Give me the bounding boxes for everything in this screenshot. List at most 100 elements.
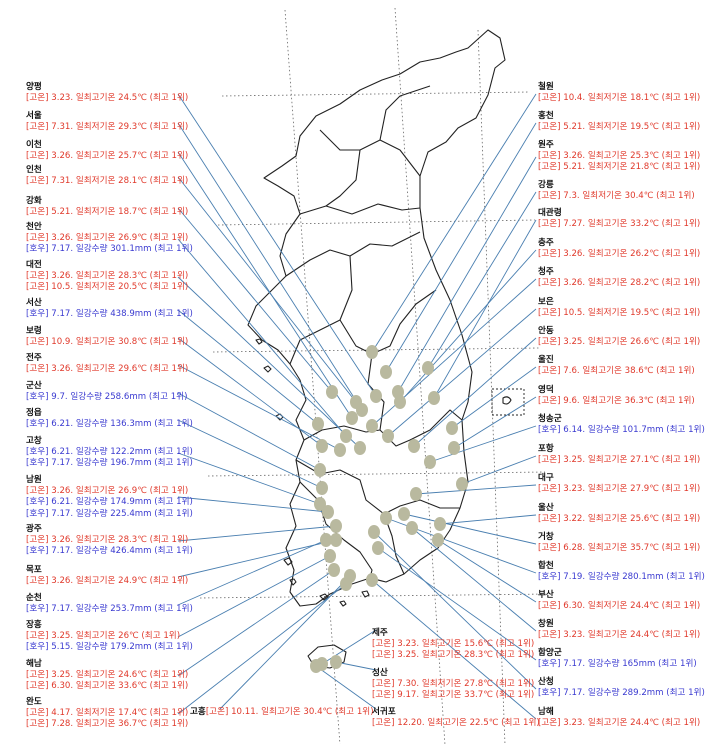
left-18-marker bbox=[328, 563, 340, 577]
right-10-marker bbox=[448, 441, 460, 455]
right-9-marker bbox=[446, 421, 458, 435]
record-line: [고온] 5.21. 일최저기온 18.7℃ (최고 1위) bbox=[26, 207, 189, 218]
record-line: [고온] 3.23. 일최고기온 15.6℃ (최고 1위) bbox=[372, 639, 535, 650]
station-name: 해남 bbox=[26, 659, 42, 669]
record-line: [호우] 7.17. 일강수량 289.2mm (최고 1위) bbox=[538, 688, 705, 699]
right-7-leader bbox=[387, 308, 537, 437]
record-line: [고온] 3.25. 일최고기온 28.3℃ (최고 1위) bbox=[372, 650, 535, 661]
station-name: 부산 bbox=[538, 590, 554, 600]
record-line: [고온] 3.26. 일최고기온 25.3℃ (최고 1위) bbox=[538, 151, 701, 162]
record-line: [호우] 7.17. 일강수량 426.4mm (최고 1위) bbox=[26, 546, 193, 557]
station-name: 목포 bbox=[26, 565, 42, 575]
station-name: 인천 bbox=[26, 165, 42, 175]
left-13-leader bbox=[177, 496, 329, 513]
record-line: [고온] 3.26. 일최고기온 28.2℃ (최고 1위) bbox=[538, 278, 701, 289]
left-12-leader bbox=[177, 452, 321, 505]
right-19-leader bbox=[377, 547, 537, 661]
right-9-leader bbox=[451, 366, 537, 429]
station-label: 울진 [고온] 7.6. 일최고기온 38.6℃ (최고 1위) bbox=[538, 355, 695, 377]
station-name: 고창 bbox=[26, 436, 42, 446]
right-20-marker bbox=[368, 525, 380, 539]
right-21-leader bbox=[371, 579, 537, 720]
station-name: 고흥 bbox=[190, 707, 206, 717]
station-label: 장흥 [고온] 3.25. 일최고기온 26℃ (최고 1위) [호우] 5.15.… bbox=[26, 620, 193, 654]
record-line: [고온] 9.6. 일최고기온 36.3℃ (최고 1위) bbox=[538, 396, 695, 407]
station-name: 제주 bbox=[372, 628, 388, 638]
station-label: 철원 [고온] 10.4. 일최저기온 18.1℃ (최고 1위) bbox=[538, 82, 700, 104]
station-label: 목포 [고온] 3.26. 일최고기온 24.9℃ (최고 1위) bbox=[26, 565, 188, 587]
left-11-leader bbox=[177, 419, 323, 489]
right-0-leader bbox=[371, 93, 537, 353]
record-line: [호우] 7.17. 일강수량 301.1mm (최고 1위) bbox=[26, 244, 193, 255]
leader-lines bbox=[177, 93, 537, 720]
left-8-marker bbox=[316, 439, 328, 453]
record-line: [고온] 3.25. 일최고기온 27.1℃ (최고 1위) bbox=[538, 455, 701, 466]
left-3-marker bbox=[350, 395, 362, 409]
left-1-leader bbox=[177, 122, 363, 411]
station-label: 창원 [고온] 3.23. 일최고기온 24.4℃ (최고 1위) bbox=[538, 619, 700, 641]
station-name: 광주 bbox=[26, 524, 42, 534]
station-label: 원주 [고온] 3.26. 일최고기온 25.3℃ (최고 1위) [고온] 5.2… bbox=[538, 140, 700, 174]
record-line: [고온] 3.23. 일최고기온 24.4℃ (최고 1위) bbox=[538, 718, 701, 729]
station-name: 홍천 bbox=[538, 111, 554, 121]
station-name: 대관령 bbox=[538, 208, 562, 218]
station-name: 정읍 bbox=[26, 408, 42, 418]
station-name: 거창 bbox=[538, 532, 554, 542]
record-line: [고온] 12.20. 일최고기온 22.5℃ (최고 1위) bbox=[372, 718, 540, 729]
station-label: 합천 [호우] 7.19. 일강수량 280.1mm (최고 1위) bbox=[538, 561, 705, 583]
record-line: [고온] 10.5. 일최저기온 19.5℃ (최고 1위) bbox=[538, 308, 701, 319]
left-15-marker bbox=[330, 533, 342, 547]
station-name: 보은 bbox=[538, 297, 554, 307]
left-9-leader bbox=[177, 364, 341, 451]
right-11-leader bbox=[429, 425, 537, 463]
left-2-leader bbox=[177, 151, 353, 419]
right-10-leader bbox=[453, 396, 537, 449]
station-name: 보령 bbox=[26, 326, 42, 336]
right-0-marker bbox=[366, 345, 378, 359]
left-5-marker bbox=[340, 429, 352, 443]
station-name: 원주 bbox=[538, 140, 554, 150]
station-name: 합천 bbox=[538, 561, 554, 571]
record-line: [고온] 3.26. 일최고기온 29.6℃ (최고 1위) bbox=[26, 364, 189, 375]
left-6-marker bbox=[354, 441, 366, 455]
station-name: 서산 bbox=[26, 298, 42, 308]
bottom-2-leader bbox=[335, 661, 377, 671]
right-21-marker bbox=[366, 573, 378, 587]
station-label: 보령 [고온] 10.9. 일최고기온 30.8℃ (최고 1위) bbox=[26, 326, 188, 348]
station-name: 강화 bbox=[26, 196, 42, 206]
station-label: 강릉 [고온] 7.3. 일최저기온 30.4℃ (최고 1위) bbox=[538, 180, 695, 202]
right-6-marker bbox=[366, 419, 378, 433]
bottom-2-marker bbox=[330, 655, 342, 669]
record-line: [호우] 7.17. 일강수량 253.7mm (최고 1위) bbox=[26, 604, 193, 615]
station-label: 청주 [고온] 3.26. 일최고기온 28.2℃ (최고 1위) bbox=[538, 267, 700, 289]
left-16-leader bbox=[177, 539, 327, 606]
station-label: 남원 [고온] 3.26. 일최고기온 26.9℃ (최고 1위) [호우] 6.2… bbox=[26, 475, 193, 520]
right-11-marker bbox=[424, 455, 436, 469]
station-name: 청주 bbox=[538, 267, 554, 277]
left-18-leader bbox=[177, 569, 335, 677]
left-0-marker bbox=[370, 389, 382, 403]
record-line: [호우] 7.17. 일강수량 196.7mm (최고 1위) bbox=[26, 458, 193, 469]
right-8-leader bbox=[413, 337, 537, 447]
station-name: 서울 bbox=[26, 111, 42, 121]
record-line: [고온] 7.30. 일최저기온 27.8℃ (최고 1위) bbox=[372, 679, 535, 690]
right-3-marker bbox=[422, 361, 434, 375]
station-name: 성산 bbox=[372, 668, 388, 678]
station-label: 홍천 [고온] 5.21. 일최저기온 19.5℃ (최고 1위) bbox=[538, 111, 700, 133]
station-label: 순천 [호우] 7.17. 일강수량 253.7mm (최고 1위) bbox=[26, 593, 193, 615]
station-name: 전주 bbox=[26, 353, 42, 363]
record-line: [호우] 5.15. 일강수량 179.2mm (최고 1위) bbox=[26, 642, 193, 653]
left-15-leader bbox=[177, 539, 337, 578]
left-5-leader bbox=[177, 238, 347, 437]
station-name: 포항 bbox=[538, 444, 554, 454]
left-12-marker bbox=[314, 497, 326, 511]
left-13-marker bbox=[322, 505, 334, 519]
record-line: [고온] 6.30. 일최고기온 33.6℃ (최고 1위) bbox=[26, 681, 189, 692]
record-line: [고온] 3.25. 일최고기온 24.6℃ (최고 1위) bbox=[26, 670, 189, 681]
station-label: 강화 [고온] 5.21. 일최저기온 18.7℃ (최고 1위) bbox=[26, 196, 188, 218]
station-name: 남원 bbox=[26, 475, 42, 485]
station-name: 군산 bbox=[26, 381, 42, 391]
record-line: [고온] 3.26. 일최고기온 26.9℃ (최고 1위) bbox=[26, 233, 189, 244]
station-label: 안동 [고온] 3.25. 일최고기온 26.6℃ (최고 1위) bbox=[538, 326, 700, 348]
station-label: 포항 [고온] 3.25. 일최고기온 27.1℃ (최고 1위) bbox=[538, 444, 700, 466]
